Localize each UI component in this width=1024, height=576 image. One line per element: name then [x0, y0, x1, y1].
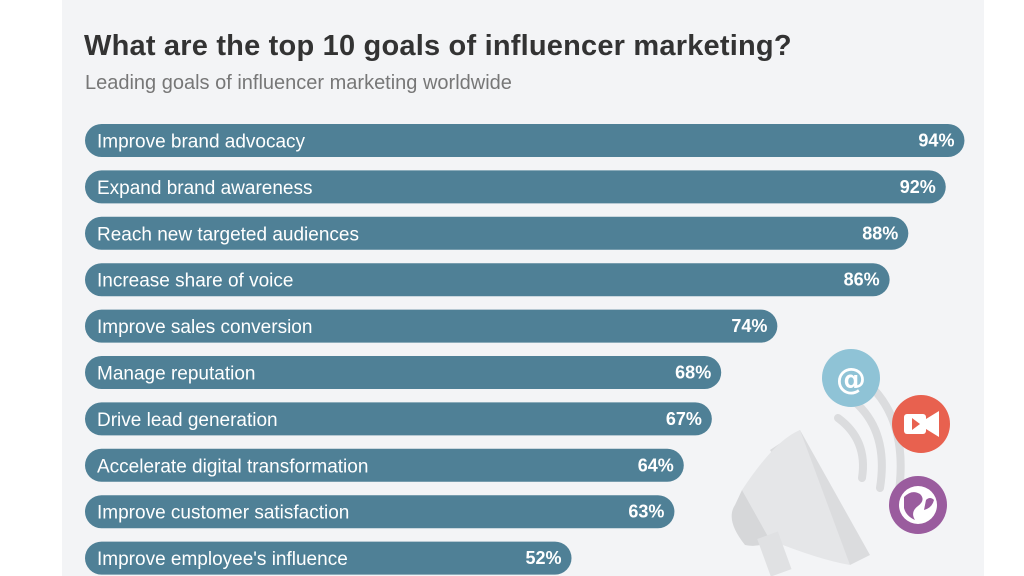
bar-value-1: 94% [918, 131, 954, 151]
bar-value-7: 67% [666, 409, 702, 429]
bar-label-9: Improve customer satisfaction [97, 503, 349, 524]
bar-3 [85, 216, 909, 250]
bar-label-7: Drive lead generation [97, 410, 278, 431]
bar-label-10: Improve employee's influence [97, 549, 348, 570]
bar-5 [85, 309, 778, 343]
bar-value-6: 68% [675, 363, 711, 383]
bar-value-5: 74% [731, 316, 767, 336]
bar-label-3: Reach new targeted audiences [97, 224, 359, 245]
chart-subtitle: Leading goals of influencer marketing wo… [85, 72, 512, 94]
bar-2 [85, 170, 946, 204]
bar-label-8: Accelerate digital transformation [97, 456, 368, 477]
bar-label-1: Improve brand advocacy [97, 132, 306, 153]
bar-4 [85, 263, 890, 297]
video-camera-icon [892, 395, 950, 453]
bar-value-3: 88% [862, 223, 898, 243]
bar-label-4: Increase share of voice [97, 271, 293, 292]
bar-6 [85, 356, 722, 389]
globe-icon [889, 476, 947, 534]
bar-value-2: 92% [900, 177, 936, 197]
bar-1 [85, 124, 965, 157]
bar-label-2: Expand brand awareness [97, 178, 312, 199]
svg-text:@: @ [836, 362, 866, 397]
bar-value-10: 52% [525, 548, 561, 568]
bar-label-5: Improve sales conversion [97, 317, 312, 338]
bar-8 [85, 448, 684, 482]
bar-value-9: 63% [628, 502, 664, 522]
bar-value-4: 86% [844, 270, 880, 290]
megaphone-icon [731, 368, 905, 576]
bar-label-6: Manage reputation [97, 364, 255, 385]
bar-10 [85, 541, 572, 575]
bar-value-8: 64% [638, 455, 674, 475]
at-sign-icon: @ [822, 349, 880, 407]
chart-title: What are the top 10 goals of influencer … [84, 30, 792, 62]
bar-9 [85, 495, 675, 529]
bar-7 [85, 402, 712, 436]
